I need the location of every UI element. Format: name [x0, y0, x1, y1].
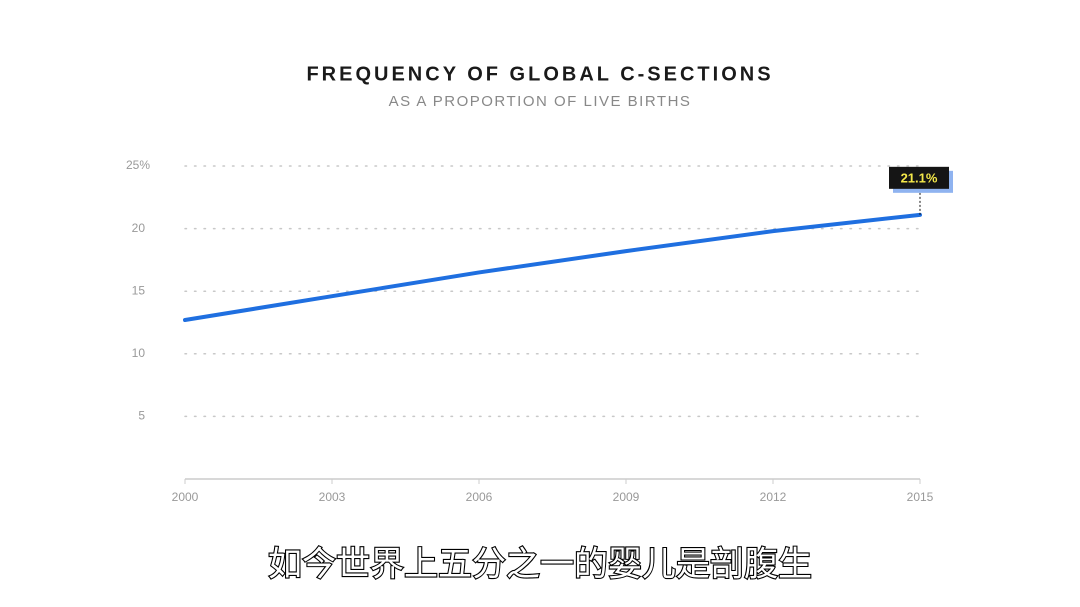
chart-title: FREQUENCY OF GLOBAL C-SECTIONS [306, 63, 773, 85]
y-tick-label: 5 [138, 409, 145, 423]
video-caption: 如今世界上五分之一的婴儿是剖腹生 [268, 545, 812, 585]
x-tick-label: 2003 [319, 490, 346, 504]
x-tick-label: 2012 [760, 490, 787, 504]
y-tick-label: 25% [126, 158, 150, 172]
chart-subtitle: AS A PROPORTION OF LIVE BIRTHS [389, 93, 692, 110]
data-line [183, 212, 922, 322]
x-tick-label: 2009 [613, 490, 640, 504]
data-label: 21.1% [901, 170, 938, 185]
y-tick-label: 15 [132, 283, 146, 297]
x-tick-label: 2015 [907, 490, 934, 504]
y-tick-label: 10 [132, 346, 146, 360]
y-tick-label: 20 [132, 221, 146, 235]
x-tick-label: 2000 [172, 490, 199, 504]
label-box [889, 166, 949, 189]
x-tick-label: 2006 [466, 490, 493, 504]
